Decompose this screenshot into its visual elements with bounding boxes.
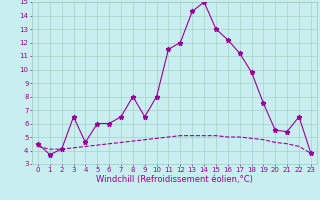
X-axis label: Windchill (Refroidissement éolien,°C): Windchill (Refroidissement éolien,°C)	[96, 175, 253, 184]
